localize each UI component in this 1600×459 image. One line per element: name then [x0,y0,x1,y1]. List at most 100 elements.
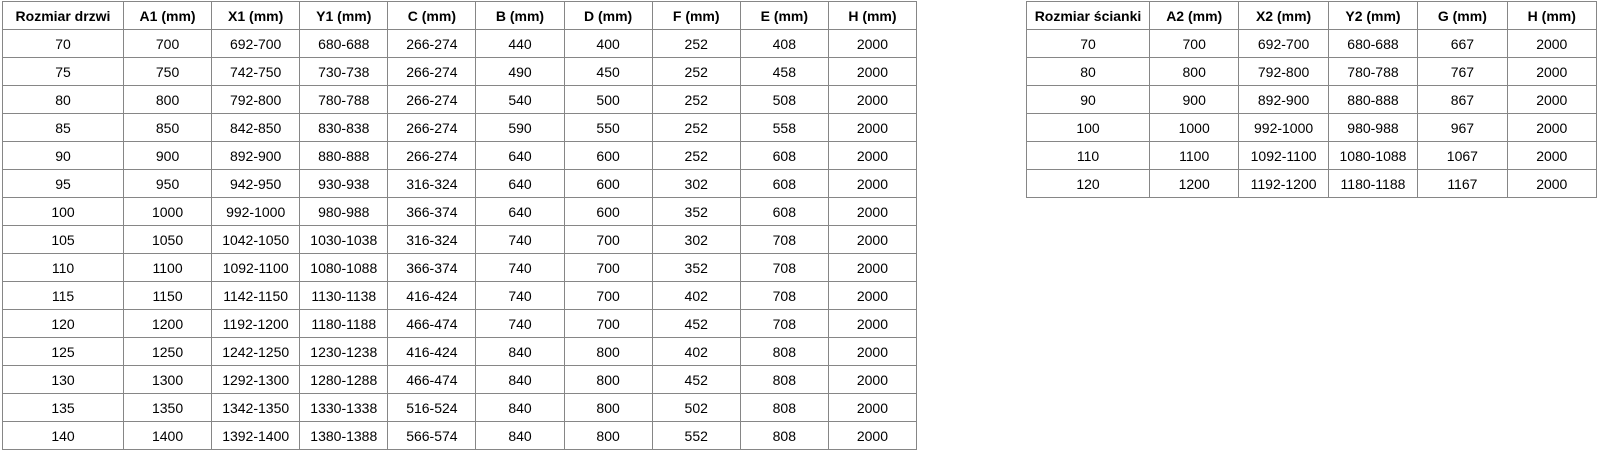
table-cell: 90 [1026,85,1150,114]
column-header: Y1 (mm) [299,1,389,30]
table-cell: 2000 [1506,141,1598,170]
table-cell: 490 [475,57,565,86]
table-cell: 2000 [1506,85,1598,114]
table-cell: 780-788 [1327,57,1419,86]
table-cell: 1300 [122,365,213,394]
table-cell: 1330-1338 [299,393,389,422]
column-header: Rozmiar ścianki [1026,1,1150,30]
table-cell: 120 [1026,169,1150,198]
table-cell: 70 [1026,29,1150,58]
table-cell: 808 [739,365,829,394]
table-cell: 767 [1417,57,1508,86]
table-cell: 1092-1100 [1238,141,1329,170]
table-cell: 558 [739,113,829,142]
column-header: E (mm) [739,1,829,30]
table-cell: 2000 [1506,169,1598,198]
table-cell: 1200 [1148,169,1240,198]
table-cell: 416-424 [387,337,477,366]
table-cell: 508 [739,85,829,114]
table-cell: 708 [739,225,829,254]
table-cell: 1342-1350 [211,393,301,422]
table-row: 110 1100 1092-1100 1080-1088 1067 2000 [1026,141,1598,170]
table-cell: 566-574 [387,421,477,450]
table-cell: 1100 [1148,141,1240,170]
table-row: 90 900 892-900 880-888 266-274 640 600 252 608 20… [2,141,918,170]
table-cell: 450 [563,57,653,86]
table-cell: 800 [122,85,213,114]
table-row: 85 850 842-850 830-838 266-274 590 550 252 558 20… [2,113,918,142]
table-cell: 708 [739,309,829,338]
table-cell: 2000 [827,29,918,58]
table-cell: 85 [2,113,124,142]
table-cell: 880-888 [1327,85,1419,114]
table-cell: 692-700 [1238,29,1329,58]
table-cell: 842-850 [211,113,301,142]
column-header: C (mm) [387,1,477,30]
table-cell: 2000 [827,85,918,114]
table-cell: 780-788 [299,85,389,114]
table-cell: 800 [563,365,653,394]
table-cell: 1192-1200 [211,309,301,338]
table-cell: 408 [739,29,829,58]
table-cell: 440 [475,29,565,58]
wall-size-table: Rozmiar ścianki A2 (mm) X2 (mm) Y2 (mm) G (m… [1026,1,1598,198]
table-cell: 80 [2,85,124,114]
table-cell: 730-738 [299,57,389,86]
table-row: 70 700 692-700 680-688 266-274 440 400 252 408 20… [2,29,918,58]
table-cell: 667 [1417,29,1508,58]
table-cell: 808 [739,421,829,450]
table-cell: 800 [563,337,653,366]
table-cell: 1130-1138 [299,281,389,310]
table-cell: 708 [739,281,829,310]
table-cell: 500 [563,85,653,114]
table-cell: 252 [651,57,741,86]
table-cell: 992-1000 [211,197,301,226]
table-cell: 352 [651,197,741,226]
table-cell: 608 [739,169,829,198]
table-cell: 892-900 [1238,85,1329,114]
table-row: 90 900 892-900 880-888 867 2000 [1026,85,1598,114]
table-cell: 808 [739,393,829,422]
table-cell: 840 [475,421,565,450]
table-cell: 1092-1100 [211,253,301,282]
table-cell: 900 [1148,85,1240,114]
table-cell: 2000 [1506,113,1598,142]
table-cell: 316-324 [387,225,477,254]
table-row: 120 1200 1192-1200 1180-1188 466-474 740 700 45… [2,309,918,338]
table-cell: 90 [2,141,124,170]
column-header: D (mm) [563,1,653,30]
table-cell: 1230-1238 [299,337,389,366]
table-cell: 840 [475,393,565,422]
table-cell: 1192-1200 [1238,169,1329,198]
column-header: B (mm) [475,1,565,30]
table-row: 120 1200 1192-1200 1180-1188 1167 2000 [1026,169,1598,198]
table-cell: 967 [1417,113,1508,142]
table-cell: 740 [475,225,565,254]
table-cell: 110 [2,253,124,282]
table-cell: 1080-1088 [1327,141,1419,170]
door-table-body: 70 700 692-700 680-688 266-274 440 400 252 408 20… [2,29,918,450]
table-cell: 640 [475,169,565,198]
table-cell: 266-274 [387,113,477,142]
table-row: 135 1350 1342-1350 1330-1338 516-524 840 800 50… [2,393,918,422]
table-cell: 2000 [827,141,918,170]
table-cell: 115 [2,281,124,310]
table-cell: 110 [1026,141,1150,170]
table-cell: 302 [651,225,741,254]
table-cell: 316-324 [387,169,477,198]
table-cell: 700 [122,29,213,58]
table-cell: 740 [475,281,565,310]
table-cell: 1167 [1417,169,1508,198]
table-cell: 740 [475,253,565,282]
table-row: 140 1400 1392-1400 1380-1388 566-574 840 800 55… [2,421,918,450]
table-cell: 502 [651,393,741,422]
table-cell: 452 [651,365,741,394]
table-cell: 1280-1288 [299,365,389,394]
table-cell: 2000 [827,337,918,366]
table-cell: 700 [1148,29,1240,58]
table-cell: 352 [651,253,741,282]
wall-table-head: Rozmiar ścianki A2 (mm) X2 (mm) Y2 (mm) G (m… [1026,1,1598,30]
column-header: H (mm) [827,1,918,30]
table-cell: 552 [651,421,741,450]
